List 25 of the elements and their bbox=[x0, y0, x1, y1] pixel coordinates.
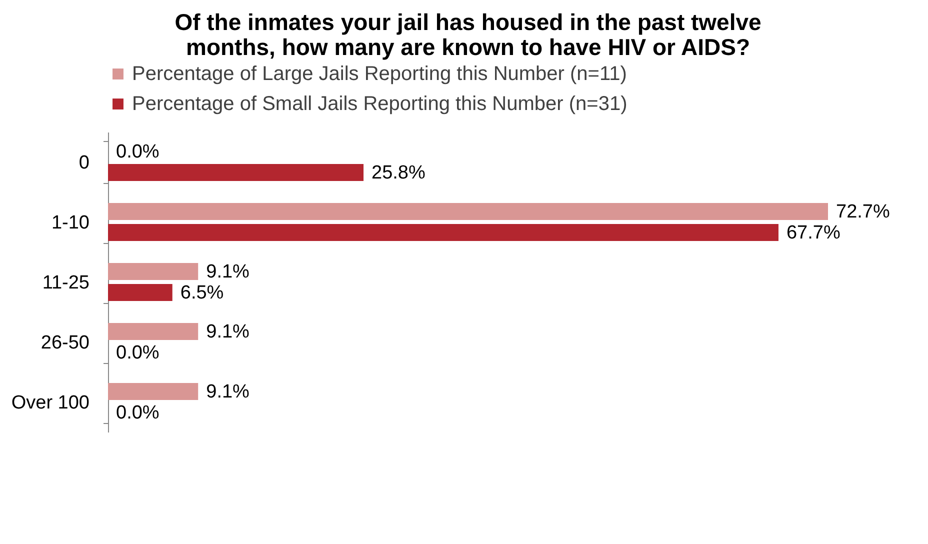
data-label: 72.7% bbox=[836, 202, 890, 222]
y-tick-label: 26-50 bbox=[40, 332, 90, 354]
chart-title: Of the inmates your jail has housed in the past twelve months, how many are known to have HIV or AIDS? bbox=[174, 9, 762, 60]
bar bbox=[108, 284, 172, 301]
data-label: 67.7% bbox=[786, 222, 840, 244]
y-tick-label: 11-25 bbox=[42, 272, 90, 294]
data-label: 0.0% bbox=[116, 402, 160, 424]
y-tick-label: 1-10 bbox=[51, 212, 90, 234]
bar bbox=[108, 164, 364, 181]
bar bbox=[108, 224, 778, 241]
data-label: 0.0% bbox=[116, 142, 160, 162]
bar bbox=[108, 323, 198, 340]
bar bbox=[108, 383, 198, 400]
data-label: 9.1% bbox=[206, 322, 250, 342]
legend-label: Percentage of Small Jails Reporting this Number (n=31) bbox=[132, 93, 628, 115]
bar bbox=[108, 203, 828, 220]
bar bbox=[108, 263, 198, 280]
data-label: 0.0% bbox=[116, 342, 160, 364]
data-label: 25.8% bbox=[372, 162, 426, 184]
data-label: 9.1% bbox=[206, 382, 250, 402]
y-tick-label: Over 100 bbox=[11, 392, 90, 414]
legend-label: Percentage of Large Jails Reporting this Number (n=11) bbox=[132, 63, 627, 85]
y-tick-label: 0 bbox=[78, 152, 90, 174]
data-label: 6.5% bbox=[180, 282, 224, 304]
data-label: 9.1% bbox=[206, 262, 250, 282]
